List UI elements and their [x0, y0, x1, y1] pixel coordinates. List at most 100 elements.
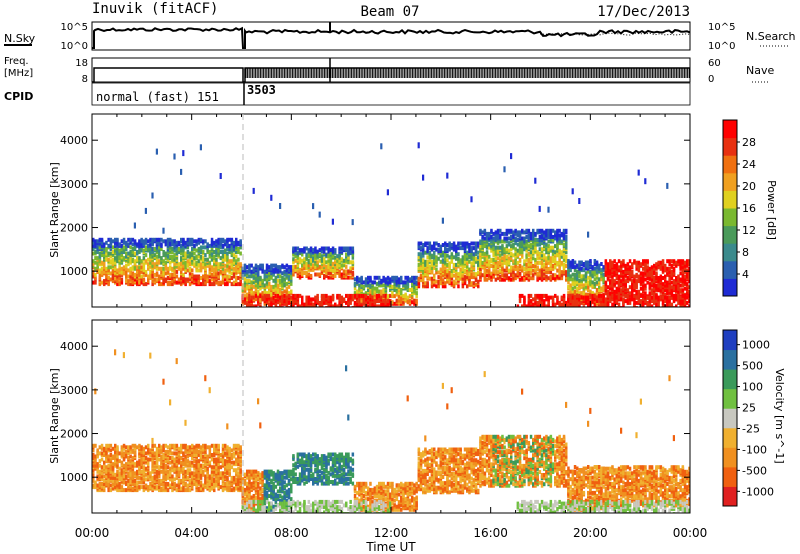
- scatter-cell: [177, 240, 181, 245]
- scatter-cell: [426, 255, 429, 260]
- scatter-cell: [250, 274, 253, 279]
- scatter-cell: [144, 245, 148, 250]
- scatter-cell: [633, 283, 636, 288]
- scatter-cell: [655, 262, 658, 267]
- scatter-cell: [503, 260, 506, 265]
- scatter-cell: [103, 250, 106, 254]
- scatter-cell: [373, 280, 377, 285]
- scatter-cell: [573, 275, 577, 280]
- scatter-cell: [195, 242, 198, 247]
- scatter-cell: [111, 268, 115, 273]
- scatter-cell: [252, 304, 256, 307]
- scatter-cell: [670, 259, 674, 264]
- scatter-cell: [677, 300, 680, 305]
- scatter-cell: [628, 265, 632, 270]
- scatter-cell: [107, 257, 110, 262]
- scatter-cell: [461, 273, 465, 278]
- scatter-cell: [609, 295, 612, 300]
- scatter-cell: [395, 275, 399, 280]
- scatter-cell: [622, 282, 625, 287]
- scatter-cell: [263, 293, 267, 298]
- scatter-cell: [226, 242, 229, 247]
- scatter-cell: [268, 275, 271, 280]
- scatter-cell: [351, 260, 355, 265]
- scatter-cell: [536, 271, 539, 276]
- scatter-cell: [679, 295, 682, 300]
- scatter-cell: [292, 272, 295, 277]
- scatter-cell: [521, 276, 524, 281]
- scatter-cell: [477, 259, 480, 264]
- scatter-cell: [116, 247, 119, 251]
- scatter-cell: [543, 271, 546, 276]
- scatter-cell: [666, 300, 669, 305]
- nave-tick-top: 60: [708, 58, 721, 69]
- scatter-cell: [439, 253, 443, 258]
- scatter-cell: [631, 269, 634, 274]
- scatter-cell: [653, 300, 656, 305]
- scatter-cell: [171, 272, 174, 277]
- scatter-cell: [604, 297, 608, 302]
- scatter-cell: [397, 298, 401, 303]
- scatter-cell: [254, 283, 258, 288]
- scatter-cell: [169, 237, 172, 242]
- scatter-cell: [193, 256, 196, 261]
- scatter-cell: [606, 262, 610, 267]
- scatter-cell: [672, 262, 676, 267]
- scatter-cell: [358, 283, 361, 288]
- scatter-cell: [661, 276, 665, 280]
- scatter-cell: [208, 243, 212, 248]
- scatter-cell: [567, 265, 570, 270]
- scatter-cell: [677, 262, 680, 267]
- scatter-cell: [450, 276, 454, 281]
- scatter-cell: [536, 228, 539, 233]
- scatter-cell: [171, 282, 174, 287]
- scatter-cell: [479, 228, 482, 233]
- scatter-cell: [96, 247, 99, 251]
- scatter-cell: [430, 266, 434, 270]
- scatter-cell: [219, 250, 223, 254]
- scatter-cell: [675, 260, 678, 265]
- scatter-cell: [426, 259, 429, 264]
- frequency-tick-bottom: 8: [82, 74, 88, 85]
- scatter-cell: [525, 276, 528, 281]
- scatter-cell: [606, 300, 610, 305]
- scatter-cell: [213, 271, 216, 276]
- scatter-cell: [679, 277, 682, 282]
- scatter-cell: [624, 263, 627, 268]
- scatter-cell: [155, 271, 159, 276]
- scatter-cell: [444, 252, 447, 257]
- scatter-cell: [287, 291, 291, 296]
- scatter-cell: [470, 246, 473, 251]
- scatter-cell: [206, 257, 209, 262]
- scatter-cell: [617, 274, 621, 279]
- scatter-cell: [472, 259, 476, 264]
- scatter-cell: [419, 273, 423, 278]
- scatter-cell: [323, 300, 326, 305]
- scatter-cell: [428, 264, 432, 269]
- scatter-cell: [686, 300, 689, 305]
- scatter-cell: [626, 293, 630, 298]
- scatter-cell: [510, 273, 513, 278]
- scatter-cell: [217, 271, 220, 276]
- scatter-cell: [518, 264, 522, 268]
- scatter-cell: [463, 269, 467, 273]
- scatter-cell: [419, 261, 423, 266]
- scatter-cell: [529, 253, 533, 258]
- scatter-cell: [237, 250, 240, 254]
- scatter-cell: [534, 241, 537, 246]
- scatter-cell: [144, 272, 148, 277]
- scatter-cell: [230, 248, 234, 253]
- scatter-cell: [270, 284, 273, 289]
- scatter-cell: [496, 245, 500, 250]
- scatter-cell: [558, 271, 561, 276]
- scatter-cell: [565, 264, 568, 268]
- scatter-cell: [116, 250, 119, 254]
- scatter-cell: [116, 254, 119, 259]
- scatter-cell: [175, 250, 179, 254]
- scatter-cell: [347, 293, 350, 298]
- scatter-cell: [613, 282, 616, 287]
- scatter-cell: [204, 257, 207, 262]
- scatter-cell: [655, 293, 658, 298]
- scatter-cell: [382, 283, 385, 288]
